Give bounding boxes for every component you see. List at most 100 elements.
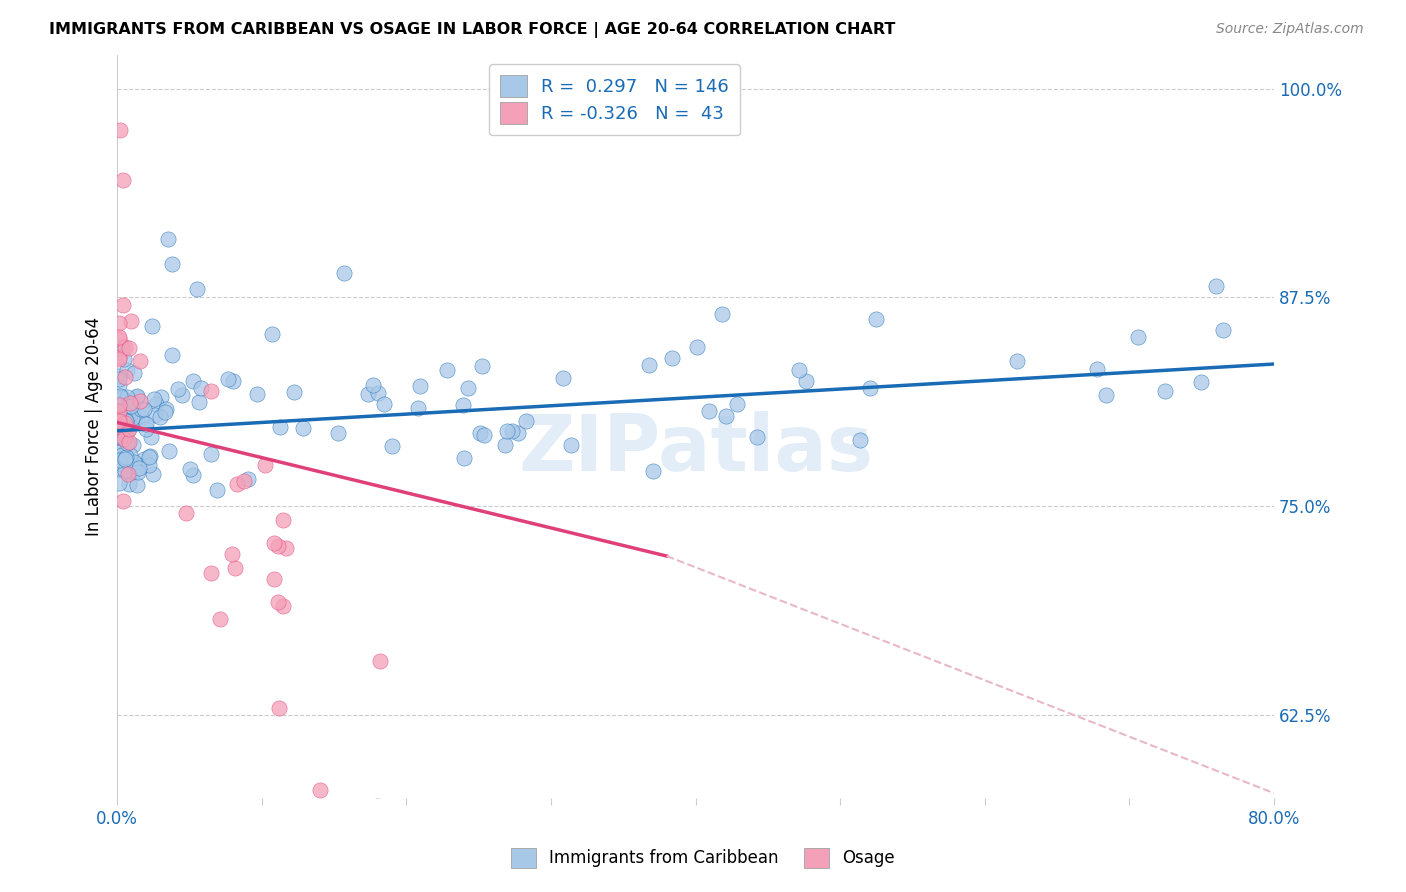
Point xyxy=(121,411,143,425)
Point xyxy=(794,374,817,388)
Point xyxy=(373,397,395,411)
Point xyxy=(716,409,738,424)
Point xyxy=(107,414,129,428)
Point xyxy=(122,366,145,380)
Point xyxy=(107,378,129,392)
Point xyxy=(118,476,141,491)
Point xyxy=(110,430,132,444)
Point xyxy=(131,409,153,424)
Point xyxy=(128,353,150,368)
Point xyxy=(408,401,430,415)
Point xyxy=(156,232,179,246)
Point xyxy=(263,536,285,550)
Point xyxy=(117,423,139,437)
Point xyxy=(114,417,136,431)
Point xyxy=(233,474,256,488)
Point xyxy=(110,441,132,455)
Point xyxy=(271,599,294,613)
Point xyxy=(112,419,135,434)
Point xyxy=(218,372,240,386)
Point xyxy=(114,401,136,415)
Point xyxy=(111,392,134,406)
Point xyxy=(494,438,516,452)
Point xyxy=(132,401,155,416)
Point xyxy=(125,411,148,425)
Point xyxy=(333,266,356,280)
Point xyxy=(107,404,129,418)
Point xyxy=(157,443,180,458)
Point xyxy=(110,457,132,471)
Point xyxy=(1189,376,1212,390)
Point xyxy=(1128,330,1150,344)
Point xyxy=(118,407,141,421)
Point xyxy=(112,493,135,508)
Y-axis label: In Labor Force | Age 20-64: In Labor Force | Age 20-64 xyxy=(86,317,103,536)
Point xyxy=(111,448,134,462)
Point xyxy=(127,478,149,492)
Point xyxy=(125,409,148,423)
Point xyxy=(274,541,297,556)
Point xyxy=(111,173,134,187)
Legend: Immigrants from Caribbean, Osage: Immigrants from Caribbean, Osage xyxy=(505,841,901,875)
Point xyxy=(271,513,294,527)
Point xyxy=(120,314,142,328)
Point xyxy=(107,406,129,420)
Point xyxy=(142,392,165,406)
Point xyxy=(308,782,330,797)
Point xyxy=(115,390,138,404)
Point xyxy=(138,450,160,464)
Point xyxy=(326,425,349,440)
Point xyxy=(560,438,582,452)
Point xyxy=(115,363,138,377)
Point xyxy=(160,257,183,271)
Point xyxy=(145,408,167,422)
Point xyxy=(108,429,131,443)
Text: IMMIGRANTS FROM CARIBBEAN VS OSAGE IN LABOR FORCE | AGE 20-64 CORRELATION CHART: IMMIGRANTS FROM CARIBBEAN VS OSAGE IN LA… xyxy=(49,22,896,38)
Point xyxy=(108,123,131,137)
Point xyxy=(117,421,139,435)
Point xyxy=(125,389,148,403)
Point xyxy=(108,330,131,344)
Point xyxy=(267,595,290,609)
Point xyxy=(127,458,149,473)
Point xyxy=(1094,388,1116,402)
Point xyxy=(357,387,380,401)
Point xyxy=(107,398,129,412)
Point xyxy=(638,358,661,372)
Point xyxy=(110,403,132,417)
Point xyxy=(108,409,131,424)
Point xyxy=(124,455,146,469)
Point xyxy=(145,397,167,411)
Point xyxy=(496,424,519,438)
Point xyxy=(848,434,870,448)
Point xyxy=(253,458,276,472)
Point xyxy=(1087,362,1109,376)
Point xyxy=(153,404,176,418)
Point xyxy=(186,282,208,296)
Point xyxy=(114,414,136,428)
Point xyxy=(127,465,149,479)
Point xyxy=(262,326,284,341)
Point xyxy=(108,352,131,367)
Point xyxy=(114,416,136,430)
Point xyxy=(112,351,135,366)
Point xyxy=(110,463,132,477)
Point xyxy=(132,452,155,467)
Point xyxy=(117,467,139,481)
Point xyxy=(115,414,138,428)
Point xyxy=(222,374,245,388)
Point xyxy=(162,348,184,362)
Point xyxy=(128,461,150,475)
Point xyxy=(366,799,388,814)
Point xyxy=(118,435,141,450)
Point xyxy=(865,311,887,326)
Point xyxy=(114,454,136,468)
Point xyxy=(643,464,665,478)
Point xyxy=(711,307,734,321)
Point xyxy=(108,476,131,491)
Point xyxy=(246,387,269,401)
Point xyxy=(471,359,494,374)
Point xyxy=(269,700,291,714)
Point xyxy=(114,340,136,354)
Point xyxy=(190,381,212,395)
